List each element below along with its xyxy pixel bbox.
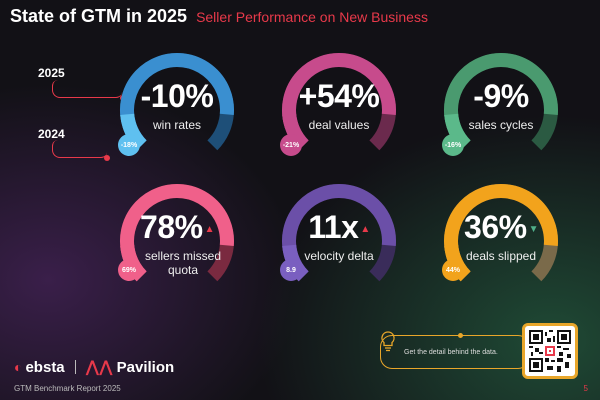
title-main: State of GTM in 2025: [10, 6, 188, 26]
metric-label: win rates: [152, 118, 202, 132]
lightbulb-icon: [380, 330, 396, 352]
trend-down-icon: ▼: [528, 224, 539, 236]
connector-current: [52, 80, 122, 98]
gauge-prior-arc: [282, 113, 309, 151]
metric-tile-sales-cycles: -9% sales cycles -16%: [436, 52, 566, 162]
connector-previous: [52, 140, 107, 158]
metric-label: sales cycles: [468, 118, 534, 132]
footer-report-name: GTM Benchmark Report 2025: [14, 384, 121, 393]
metric-value: -9%: [473, 78, 529, 114]
prior-year-badge: -18%: [118, 134, 140, 156]
metric-label: deals slipped: [465, 249, 537, 263]
gauge-prior-arc: [120, 113, 147, 151]
metric-tile-deals-slipped: 36% ▼ deals slipped 44%: [436, 183, 566, 293]
gauge-win-rates: [120, 53, 234, 151]
metric-label: sellers missed quota: [144, 249, 222, 277]
cta-dot: [458, 333, 463, 338]
metric-tile-deal-values: +54% deal values -21%: [274, 52, 404, 162]
year-label-current: 2025: [38, 66, 65, 80]
metric-value: -10%: [140, 78, 214, 114]
trend-up-icon: ▲: [204, 224, 215, 236]
prior-year-badge: 69%: [118, 259, 140, 281]
brand-logos: ◐ ebsta ⋀⋀ Pavilion: [14, 357, 174, 377]
pavilion-logo-icon: ⋀⋀: [85, 359, 113, 376]
metric-tile-velocity-delta: 11x ▲ velocity delta 8.9: [274, 183, 404, 293]
metric-tile-win-rates: -10% win rates -18%: [112, 52, 242, 162]
metric-label: velocity delta: [304, 249, 374, 263]
ebsta-logo-icon: ◐: [14, 359, 23, 375]
metric-value: +54%: [298, 78, 380, 114]
year-label-previous: 2024: [38, 127, 65, 141]
page-title: State of GTM in 2025 Seller Performance …: [10, 6, 428, 27]
prior-year-badge: -16%: [442, 134, 464, 156]
page-number: 5: [583, 384, 588, 393]
cta-text[interactable]: Get the detail behind the data.: [404, 349, 498, 356]
prior-year-badge: 44%: [442, 259, 464, 281]
metric-label: deal values: [308, 118, 370, 132]
qr-code-icon[interactable]: [522, 323, 578, 379]
metric-value: 78% ▲: [140, 209, 215, 245]
metric-value: 11x ▲: [308, 209, 370, 245]
gauge-deal-values: [282, 53, 396, 151]
gauge-sales-cycles: [444, 53, 558, 151]
trend-up-icon: ▲: [360, 224, 370, 236]
prior-year-badge: -21%: [280, 134, 302, 156]
connector-previous-dot: [104, 155, 110, 161]
ebsta-logo-text: ebsta: [25, 358, 65, 376]
pavilion-logo-text: Pavilion: [116, 358, 175, 376]
logo-divider: [74, 360, 76, 374]
prior-year-badge: 8.9: [280, 259, 302, 281]
metric-tile-sellers-missed-quota: 78% ▲ sellers missed quota 69%: [112, 183, 242, 293]
gauge-prior-arc: [444, 113, 471, 151]
metric-value: 36% ▼: [464, 209, 539, 245]
title-subtitle: Seller Performance on New Business: [196, 9, 428, 25]
